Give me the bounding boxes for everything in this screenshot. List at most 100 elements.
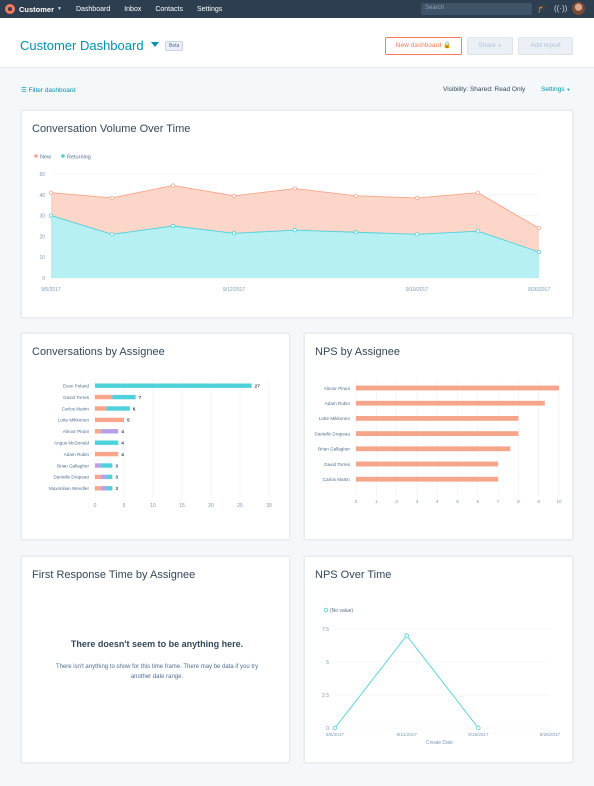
data-point-returning [48, 213, 54, 218]
legend-new-marker [34, 154, 38, 158]
avatar[interactable] [572, 2, 585, 15]
empty-state-title: There doesn't seem to be anything here. [70, 639, 244, 649]
bar [356, 385, 559, 391]
nps-time-card: NPS Over Time (No value) 0 2.5 5 7.5 9/5/2017… [304, 556, 573, 763]
chevron-down-icon: ▼ [57, 6, 62, 12]
x-tick-label: 30 [266, 503, 272, 509]
bar-segment [106, 486, 113, 491]
filter-dashboard-link[interactable]: ☰ Filter dashboard [21, 86, 76, 94]
data-point-returning [231, 231, 237, 236]
x-tick-label: 15 [179, 503, 185, 509]
empty-state-text: There isn't anything to show for this ti… [55, 664, 259, 680]
data-point-new [414, 195, 420, 201]
bar-segment [95, 406, 107, 411]
bar [356, 476, 499, 482]
page-title[interactable]: Customer Dashboard [20, 38, 144, 53]
bar-segment [95, 394, 113, 400]
bar-segment [100, 474, 107, 480]
x-tick-label: 2 [395, 499, 398, 504]
y-tick-label: 0 [42, 276, 45, 282]
bar-segment [100, 429, 119, 434]
category-label: Danielle Drapeau [315, 431, 351, 436]
nav-contacts[interactable]: Contacts [155, 5, 183, 13]
category-label: Brian Gallagher [57, 463, 89, 468]
category-label: David Torres [324, 462, 350, 467]
bar-segment [106, 474, 113, 480]
series-line [334, 634, 479, 729]
nav-settings[interactable]: Settings [196, 5, 223, 13]
new-dashboard-button[interactable]: New dashboard 🔒 [385, 37, 462, 55]
data-label: 27 [255, 384, 261, 390]
settings-dropdown[interactable]: Settings ▼ [541, 86, 570, 93]
settings-label: Settings [541, 86, 565, 93]
x-tick-label: 6 [477, 499, 480, 504]
bar-segment [95, 451, 119, 457]
x-tick-label: 9/26/2017 [528, 287, 550, 293]
y-tick-label: 5 [326, 660, 329, 666]
legend-new-label: New [40, 155, 51, 161]
legend-returning-marker [61, 154, 65, 158]
data-label: 3 [115, 463, 118, 469]
hubspot-logo-icon [5, 4, 15, 14]
bar-segment [95, 440, 119, 445]
add-report-button[interactable]: Add report [518, 37, 573, 55]
nav-inbox[interactable]: Inbox [124, 5, 142, 13]
data-point-new [170, 183, 176, 188]
volume-card: Conversation Volume Over Time New Returni… [21, 110, 573, 318]
y-tick-label: 2.5 [322, 693, 329, 699]
data-label: 3 [115, 486, 118, 492]
data-label: 4 [121, 441, 124, 447]
y-tick-label: 20 [39, 234, 45, 240]
chevron-down-icon: ▼ [497, 43, 502, 48]
data-point-returning [475, 229, 481, 234]
data-point-new [536, 225, 542, 231]
notifications-icon[interactable]: ((·)) [554, 4, 568, 13]
category-label: Danielle Drapeau [54, 475, 90, 480]
brand-label: Customer [19, 4, 55, 14]
x-tick-label: 10 [150, 503, 156, 509]
y-tick-label: 10 [39, 255, 45, 261]
x-tick-label: 9/5/2017 [41, 287, 61, 293]
data-point-new [231, 193, 237, 198]
data-label: 7 [139, 395, 142, 401]
data-label: 5 [127, 418, 130, 424]
bar [356, 400, 545, 406]
legend-label: (No value) [330, 608, 353, 614]
frt-card: First Response Time by Assignee There do… [21, 556, 290, 763]
filter-label: Filter dashboard [28, 87, 76, 94]
brand-menu[interactable]: Customer ▼ [5, 4, 62, 14]
page-header: Customer Dashboard Beta New dashboard 🔒 … [0, 18, 594, 68]
card-title: NPS by Assignee [315, 346, 400, 358]
x-tick-label: 9/12/2017 [396, 732, 417, 737]
category-label: Alnoor Pirani [63, 429, 89, 434]
category-label: Adam Rubin [64, 452, 90, 457]
category-label: Maximilian Wendler [49, 486, 89, 491]
category-label: Adam Rubin [325, 401, 351, 406]
x-tick-label: 4 [436, 499, 439, 504]
bar-segment [95, 417, 124, 423]
x-tick-label: 1 [375, 499, 378, 504]
nps-assignee-chart: 0 1 2 3 4 5 6 7 8 9 10 Alnoor Pirani Adam Rubin Lotte… [315, 380, 562, 504]
x-tick-label: 9/26/2017 [540, 732, 561, 737]
y-tick-label: 0 [326, 726, 329, 732]
filter-icon: ☰ [21, 87, 27, 94]
category-label: Carlos Martin [323, 477, 351, 482]
bar-segment [112, 394, 136, 400]
x-tick-label: 10 [556, 499, 562, 504]
nav-dashboard[interactable]: Dashboard [75, 5, 111, 13]
academy-icon[interactable]: 🎓 [537, 4, 547, 13]
data-point-returning [292, 228, 298, 233]
data-point-new [48, 190, 54, 195]
data-point [476, 725, 481, 731]
data-label: 3 [115, 475, 118, 481]
share-button[interactable]: Share ▼ [467, 37, 513, 55]
data-point-new [353, 193, 359, 198]
search-input[interactable]: Search [421, 3, 532, 15]
beta-badge: Beta [165, 41, 184, 51]
chevron-down-icon[interactable] [151, 42, 159, 47]
x-tick-label: 25 [237, 503, 243, 509]
data-label: 4 [121, 429, 124, 435]
assignee-card: Conversations by Assignee 0 5 10 15 20 25 30 Ev… [21, 333, 290, 540]
bar-segment [100, 463, 113, 468]
data-point-returning [353, 230, 359, 235]
